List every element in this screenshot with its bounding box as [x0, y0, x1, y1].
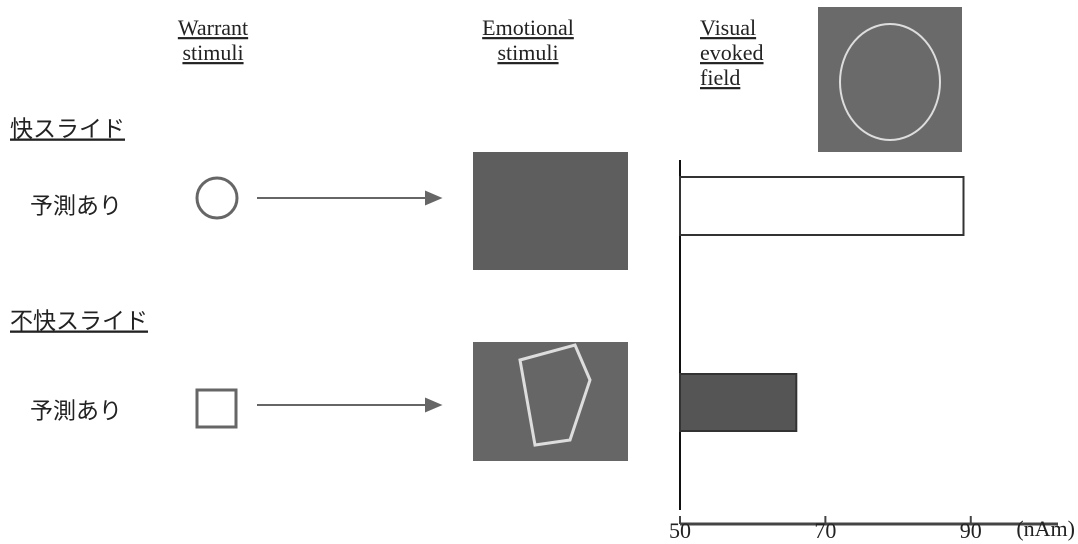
x-tick-label: 70: [814, 518, 836, 543]
bar: [680, 374, 796, 431]
arrows: [257, 192, 440, 411]
column-header: Warrant: [178, 15, 248, 40]
group-label: 快スライド: [10, 117, 125, 143]
column-header: stimuli: [497, 40, 558, 65]
row-label: 予測あり: [30, 399, 122, 425]
group-label: 不快スライド: [10, 309, 148, 335]
column-header: field: [700, 65, 740, 90]
column-header: Emotional: [482, 15, 574, 40]
bar: [680, 177, 964, 235]
row-label: 予測あり: [30, 194, 122, 220]
column-header: Visual: [700, 15, 756, 40]
x-tick-label: 50: [669, 518, 691, 543]
column-header: evoked: [700, 40, 764, 65]
x-tick-label: 90: [960, 518, 982, 543]
unit-label: (nAm): [1016, 516, 1075, 541]
pleasant-image: [473, 152, 628, 270]
circle-symbol: [197, 178, 237, 218]
column-header: stimuli: [182, 40, 243, 65]
figure: WarrantstimuliEmotionalstimuliVisualevok…: [0, 0, 1078, 544]
square-symbol: [197, 390, 236, 427]
